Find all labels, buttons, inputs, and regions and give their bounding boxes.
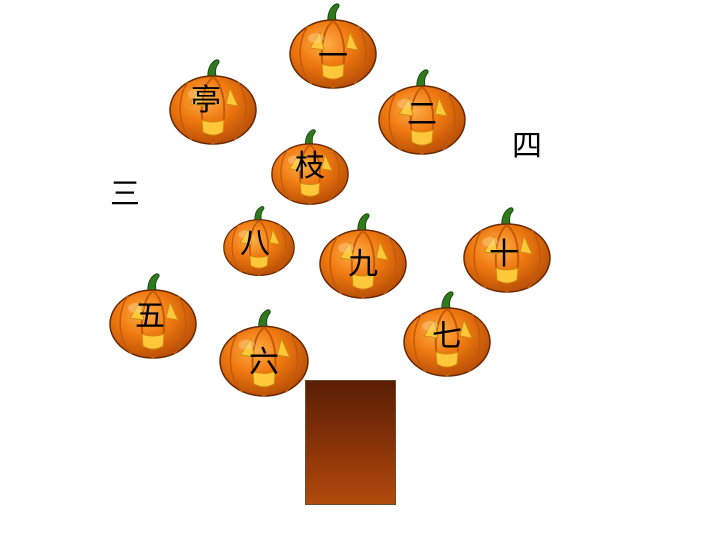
loose-label-left[interactable]: 三 (110, 177, 140, 212)
pumpkin-character: 五 (135, 299, 165, 334)
pumpkin-4[interactable]: 枝 (270, 128, 350, 206)
pumpkin-9[interactable]: 六 (217, 308, 311, 398)
pumpkin-8[interactable]: 五 (108, 272, 198, 360)
pumpkin-character: 六 (249, 345, 279, 380)
pumpkin-10[interactable]: 七 (402, 290, 492, 378)
pumpkin-6[interactable]: 九 (318, 212, 408, 300)
pumpkin-character: 十 (489, 237, 519, 272)
pumpkin-character: 七 (432, 319, 462, 354)
pumpkin-3[interactable]: 二 (377, 68, 467, 156)
pumpkin-character: 九 (348, 247, 378, 282)
loose-label-right[interactable]: 四 (512, 129, 542, 164)
pumpkin-character: 八 (240, 226, 270, 261)
tree-trunk (305, 380, 396, 505)
pumpkin-character: 枝 (295, 149, 325, 184)
pumpkin-character: 一 (318, 39, 348, 74)
pumpkin-2[interactable]: 亭 (168, 58, 258, 146)
pumpkin-1[interactable]: 一 (288, 2, 378, 90)
pumpkin-character: 亭 (191, 83, 221, 118)
pumpkin-5[interactable]: 八 (222, 205, 296, 277)
pumpkin-7[interactable]: 十 (462, 206, 552, 294)
pumpkin-character: 二 (407, 97, 437, 132)
